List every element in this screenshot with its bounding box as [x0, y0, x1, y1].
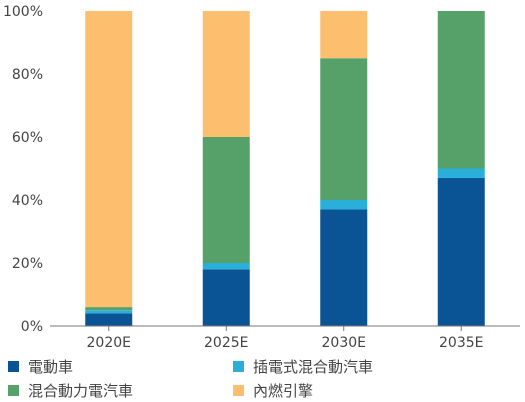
bar-segment	[202, 263, 250, 270]
legend-swatch-hev	[8, 384, 19, 396]
bar-segment	[320, 200, 368, 210]
legend-item-ev: 電動車	[8, 356, 73, 376]
legend: 電動車 插電式混合動汽車 混合動力電汽車 內燃引擎	[8, 352, 518, 400]
legend-label-ev: 電動車	[28, 357, 74, 376]
legend-label-hev: 混合動力電汽車	[28, 381, 134, 400]
bar-segment	[320, 209, 368, 326]
y-axis: 0% 20% 40% 60% 80% 100%	[3, 4, 43, 335]
legend-swatch-ice	[233, 384, 244, 396]
bar-segment	[202, 11, 250, 137]
bar-segment	[437, 177, 485, 326]
bar-segment	[85, 307, 133, 311]
legend-swatch-phev	[233, 360, 244, 372]
y-tick-label: 40%	[12, 193, 43, 209]
bar-segment	[320, 58, 368, 200]
bar-segment	[437, 11, 485, 169]
bar-segment	[85, 11, 133, 308]
x-tick-label: 2030E	[322, 335, 366, 351]
x-tick-label: 2025E	[204, 335, 248, 351]
y-tick-label: 100%	[3, 4, 43, 20]
y-tick-label: 20%	[12, 256, 43, 272]
bar-segment	[85, 310, 133, 314]
x-axis: 2020E 2025E 2030E 2035E	[50, 325, 520, 351]
y-tick-label: 60%	[12, 130, 43, 146]
y-tick-label: 80%	[12, 67, 43, 83]
bar-segment	[437, 168, 485, 178]
bars	[85, 11, 485, 326]
bar-segment	[202, 137, 250, 263]
legend-swatch-ev	[8, 360, 19, 372]
bar-segment	[320, 11, 368, 59]
legend-item-phev: 插電式混合動汽車	[233, 356, 373, 376]
legend-item-hev: 混合動力電汽車	[8, 380, 133, 400]
bar-segment	[202, 269, 250, 326]
legend-label-phev: 插電式混合動汽車	[253, 357, 374, 376]
x-tick-label: 2035E	[439, 335, 483, 351]
y-tick-label: 0%	[21, 319, 43, 335]
x-tick-label: 2020E	[87, 335, 131, 351]
legend-label-ice: 內燃引擎	[253, 381, 314, 400]
bar-segment	[85, 313, 133, 326]
legend-item-ice: 內燃引擎	[233, 380, 313, 400]
